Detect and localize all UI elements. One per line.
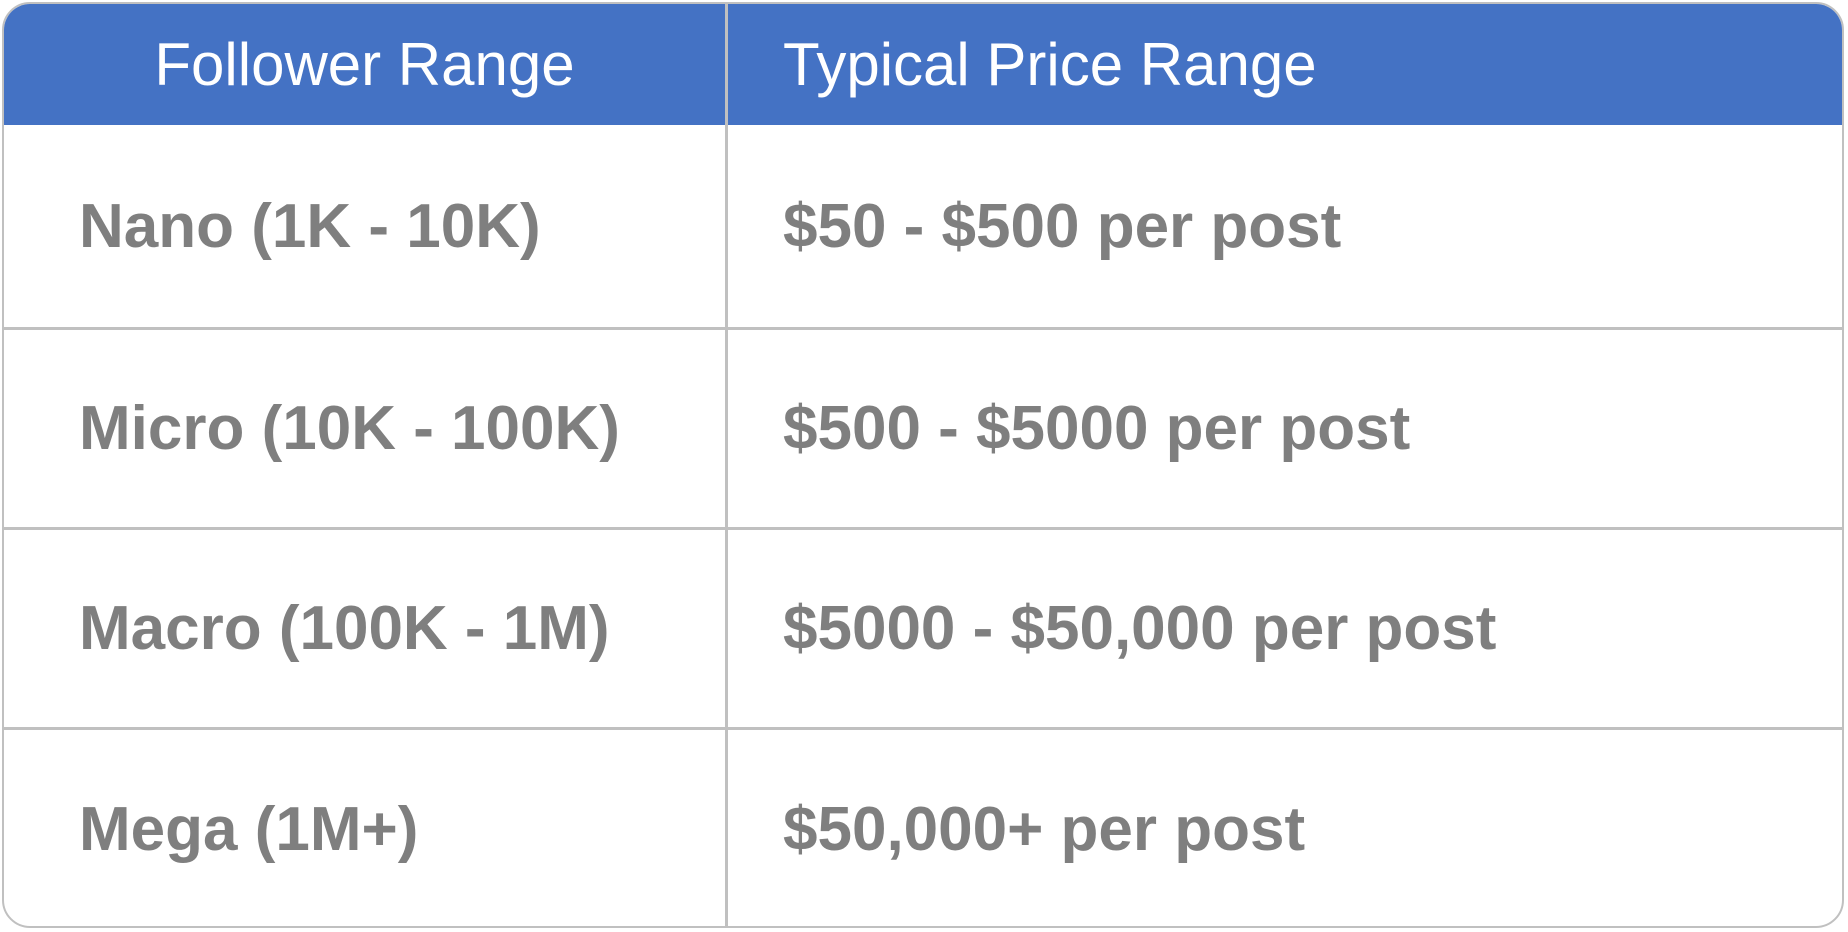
header-follower-range: Follower Range: [4, 4, 728, 125]
table-row: Mega (1M+) $50,000+ per post: [4, 727, 1842, 926]
price-range-cell: $5000 - $50,000 per post: [783, 594, 1497, 663]
table-row: Nano (1K - 10K) $50 - $500 per post: [4, 125, 1842, 327]
price-range-cell: $50,000+ per post: [783, 794, 1306, 864]
price-range-cell: $500 - $5000 per post: [783, 394, 1411, 463]
follower-range-cell: Micro (10K - 100K): [4, 330, 728, 527]
table-header-row: Follower Range Typical Price Range: [4, 4, 1842, 125]
follower-range-cell: Nano (1K - 10K): [4, 125, 728, 327]
header-typical-price-range: Typical Price Range: [783, 31, 1317, 98]
follower-range-cell: Macro (100K - 1M): [4, 530, 728, 727]
price-range-cell: $50 - $500 per post: [783, 191, 1342, 261]
table-row: Macro (100K - 1M) $5000 - $50,000 per po…: [4, 527, 1842, 727]
table-row: Micro (10K - 100K) $500 - $5000 per post: [4, 327, 1842, 527]
follower-range-cell: Mega (1M+): [4, 730, 728, 926]
